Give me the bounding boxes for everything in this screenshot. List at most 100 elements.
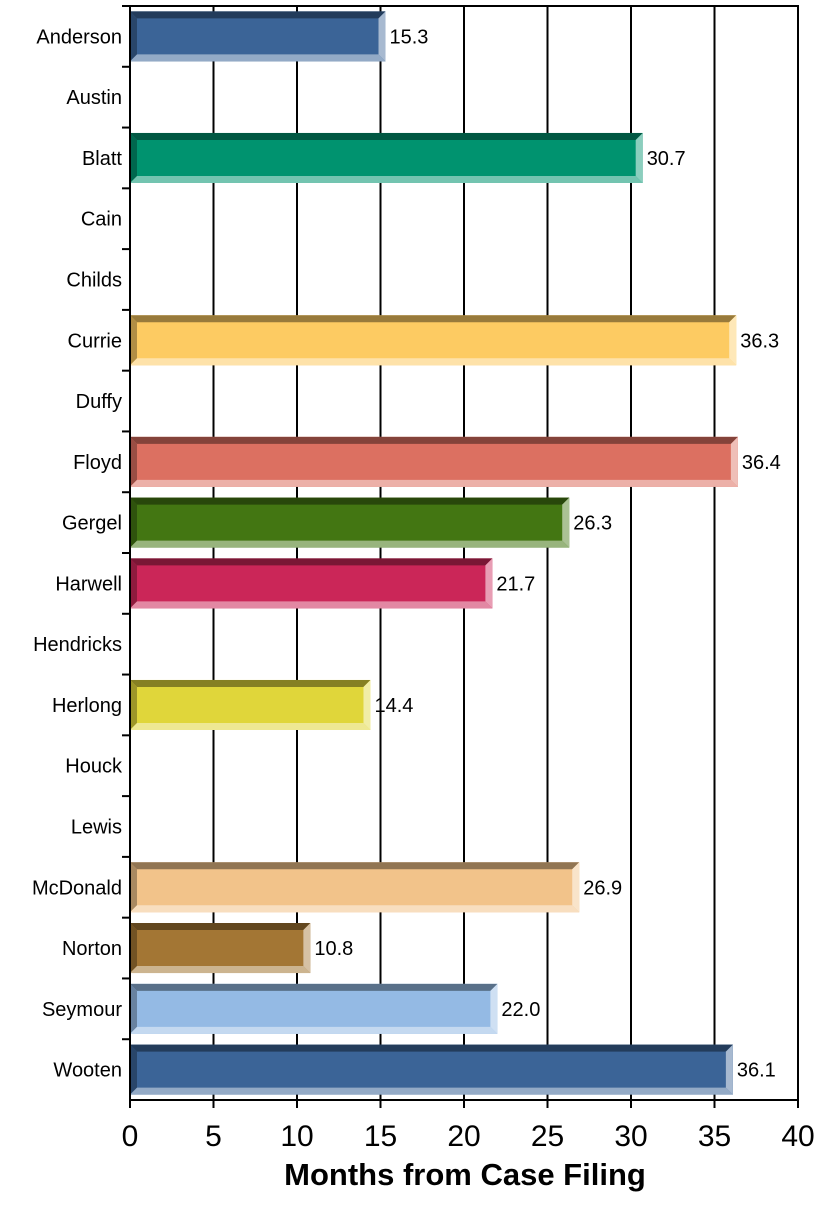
bar-bevel-top [130,558,493,566]
bar-bevel-right [730,436,738,487]
x-tick-label: 40 [781,1120,814,1153]
bar-bevel-left [130,132,137,183]
bar-bevel-top [130,436,738,444]
bar-bevel-left [130,923,137,974]
bar-bevel-left [130,497,137,548]
bar-body [130,132,643,183]
bar-herlong [130,679,371,730]
category-label: Wooten [53,1060,122,1082]
bar-bevel-right [363,679,371,730]
bar-bevel-bottom [130,479,738,487]
x-tick-label: 0 [122,1120,139,1153]
data-label: 26.9 [583,877,622,899]
data-label: 14.4 [374,695,413,717]
bar-bevel-top [130,983,498,991]
category-label: Seymour [42,999,122,1021]
x-tick-label: 30 [614,1120,647,1153]
bar-bevel-bottom [130,905,580,913]
bar-body [130,923,311,974]
bar-bevel-right [635,132,643,183]
category-label: Cain [81,209,122,231]
category-label: Currie [68,330,122,352]
bar-bevel-right [562,497,570,548]
category-label: Houck [65,756,123,778]
bar-bevel-bottom [130,601,493,609]
category-label: Blatt [82,148,122,170]
data-label: 15.3 [390,26,429,48]
data-label: 36.3 [740,330,779,352]
bar-bevel-right [490,983,498,1034]
bar-bevel-right [303,923,311,974]
bar-bevel-bottom [130,966,311,974]
bar-bevel-left [130,983,137,1034]
bar-blatt [130,132,643,183]
data-label: 36.1 [737,1060,776,1082]
bar-bevel-left [130,11,137,62]
bar-bevel-top [130,679,371,687]
category-label: Floyd [73,452,122,474]
bar-bevel-left [130,558,137,609]
category-label: Anderson [36,26,122,48]
category-label: Gergel [62,513,122,535]
bar-bevel-right [378,11,386,62]
bar-mcdonald [130,862,580,913]
category-label: Harwell [55,573,122,595]
bar-body [130,497,570,548]
bar-bevel-bottom [130,1026,498,1034]
category-label: Norton [62,938,122,960]
category-label: Childs [66,270,122,292]
category-label: Duffy [76,391,122,413]
bar-bevel-top [130,11,386,19]
bar-bevel-left [130,1044,137,1095]
bar-bevel-right [725,1044,733,1095]
bar-currie [130,315,737,366]
data-label: 36.4 [742,452,781,474]
x-tick-label: 25 [531,1120,564,1153]
bar-wooten [130,1044,733,1095]
bar-bevel-top [130,923,311,931]
bar-bevel-bottom [130,175,643,183]
bar-bevel-top [130,315,737,323]
bar-bevel-top [130,1044,733,1052]
bar-floyd [130,436,738,487]
bar-body [130,436,738,487]
category-label: Hendricks [33,634,122,656]
bar-body [130,11,386,62]
bar-body [130,1044,733,1095]
bar-body [130,983,498,1034]
bars [130,11,738,1095]
bar-bevel-bottom [130,722,371,730]
x-tick-label: 35 [698,1120,731,1153]
category-label: Herlong [52,695,122,717]
bar-gergel [130,497,570,548]
bar-norton [130,923,311,974]
bar-bevel-right [729,315,737,366]
data-label: 30.7 [647,148,686,170]
bar-bevel-top [130,862,580,870]
category-label: Austin [66,87,122,109]
bar-bevel-left [130,679,137,730]
bar-bevel-left [130,862,137,913]
bar-anderson [130,11,386,62]
bar-bevel-bottom [130,54,386,62]
bar-bevel-top [130,132,643,140]
bar-bevel-top [130,497,570,505]
bar-bevel-right [485,558,493,609]
category-label: McDonald [32,877,122,899]
axes [122,5,799,1108]
bar-bevel-right [572,862,580,913]
data-label: 22.0 [501,999,540,1021]
x-tick-label: 5 [205,1120,222,1153]
bar-body [130,558,493,609]
bar-bevel-left [130,315,137,366]
category-label: Lewis [71,817,122,839]
x-tick-label: 20 [447,1120,480,1153]
bar-harwell [130,558,493,609]
bar-body [130,679,371,730]
bar-body [130,315,737,366]
x-axis-title: Months from Case Filing [284,1157,646,1192]
bar-bevel-bottom [130,1087,733,1095]
data-label: 10.8 [314,938,353,960]
bar-bevel-bottom [130,540,570,548]
